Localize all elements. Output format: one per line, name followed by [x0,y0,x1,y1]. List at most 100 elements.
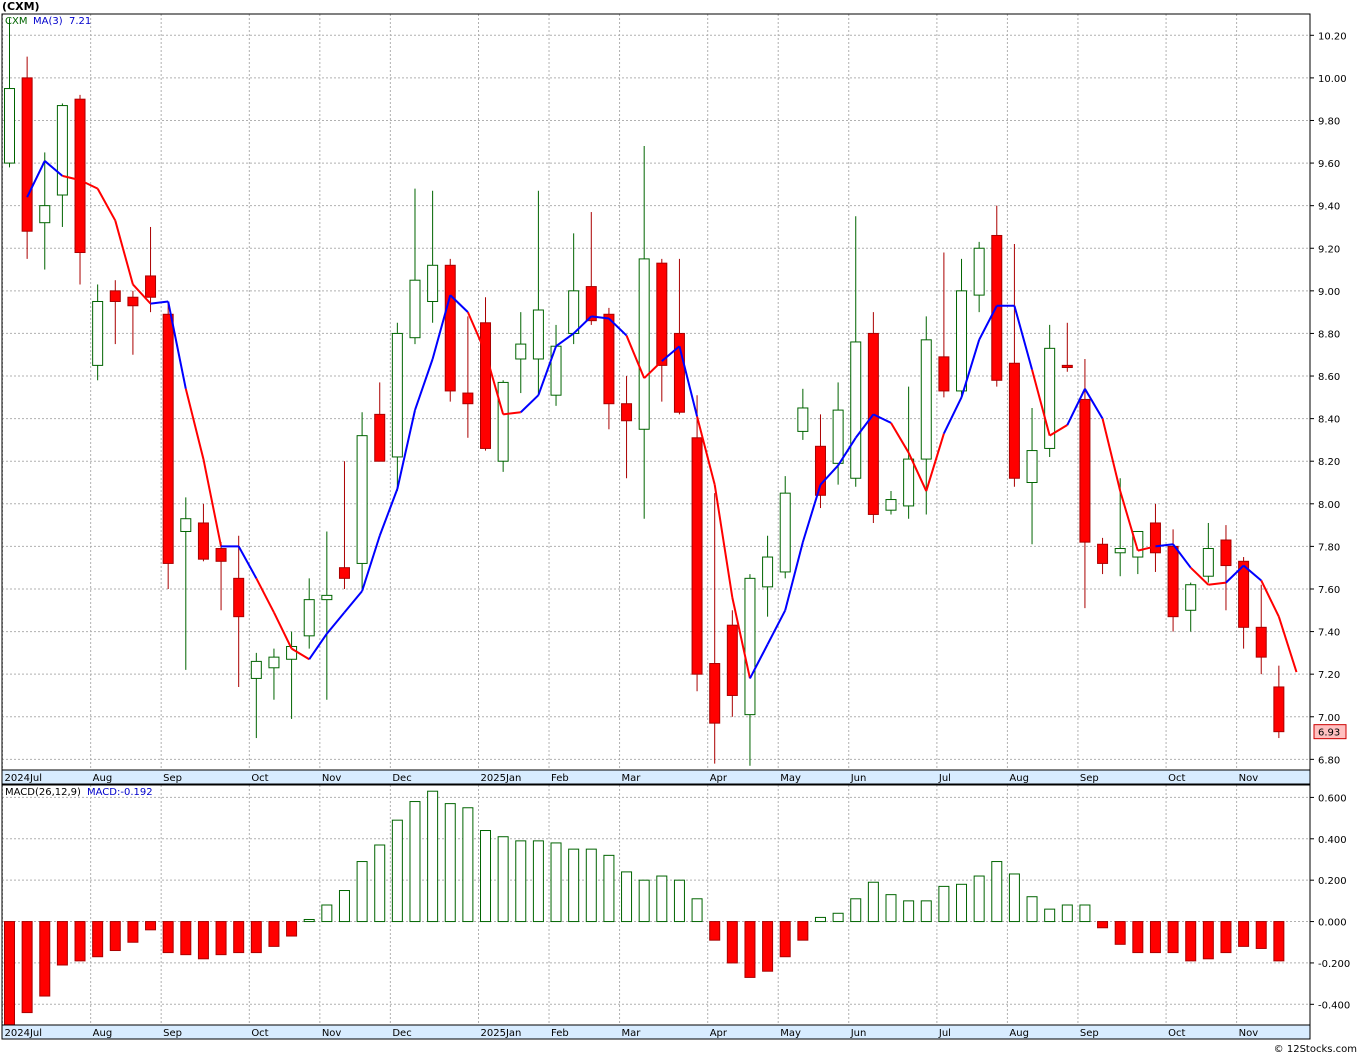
candle [1167,529,1179,632]
ma-segment [1172,543,1192,569]
ma-segment [62,174,81,182]
ma-segment [44,160,64,177]
macd-bar [991,861,1003,923]
ma-segment [255,577,275,613]
month-label: Aug [1009,773,1029,784]
month-label: Oct [1168,773,1185,784]
candle-body [585,286,597,322]
ma-segment [520,394,540,413]
month-label: Mar [622,773,642,784]
month-label: Sep [1080,1028,1099,1039]
candle [814,414,826,509]
candle-body [92,300,104,366]
macd-bar [56,921,68,966]
ma-segment [608,317,628,337]
ma-segment [890,422,910,454]
month-label: Aug [93,773,113,784]
macd-bar [21,921,33,1014]
candle [4,18,15,168]
ma-segment [202,458,223,547]
macd-bar [233,921,245,954]
ma-segment [1190,566,1210,586]
price-tick-label: 7.40 [1318,628,1340,639]
price-tick-label: 7.80 [1318,542,1340,553]
ma-segment [1155,543,1174,548]
macd-bar [973,875,985,923]
candle [444,258,456,402]
candle-body [480,322,492,449]
ma-segment [396,409,416,490]
candle [797,388,809,440]
macd-bar [1273,921,1285,962]
macd-bar [1255,921,1267,949]
macd-date-axis [1,1024,1311,1040]
ma-segment [784,541,804,611]
candle-body [797,407,809,432]
candle-body [4,88,15,164]
candle [762,535,774,617]
candle-body [391,332,403,458]
candle [338,461,350,589]
candle-body [197,522,209,560]
candle-body [74,98,86,254]
macd-bar [374,844,386,923]
month-label: Nov [1239,773,1259,784]
macd-bar [215,921,227,956]
candle [726,610,738,717]
ma-segment [625,335,646,379]
month-label: Nov [1239,1028,1259,1039]
macd-bar [585,848,597,923]
ma-segment [1031,369,1051,436]
macd-bar [691,898,703,923]
ma-segment [749,643,769,679]
ma-segment [1225,564,1245,584]
macd-tick-label: 0.600 [1318,793,1347,804]
ma-segment [925,433,945,492]
macd-bar [497,836,509,923]
candle [1185,582,1197,632]
price-tick-label: 7.60 [1318,585,1340,596]
ma-segment [801,484,822,543]
price-candles [4,18,1285,766]
macd-bar [744,921,756,978]
candle-body [409,279,421,339]
candle-body [1202,548,1214,577]
month-label: Oct [251,773,268,784]
macd-legend: MACD(26,12,9) [5,787,81,798]
macd-bar [1008,873,1020,923]
candle-body [444,264,456,392]
macd-bar [286,921,298,937]
month-label: 2024Jul [5,773,43,784]
candle [585,212,597,325]
candle-body [303,599,315,637]
candle-body [832,409,844,464]
price-tick-label: 9.40 [1318,202,1340,213]
macd-bar [92,921,104,958]
macd-bar [779,921,791,958]
macd-bar [938,885,950,923]
macd-bar [956,883,968,923]
candle [885,491,897,515]
ma-segment [237,545,258,579]
macd-tick-label: -0.400 [1318,1000,1350,1011]
candle [938,252,950,398]
macd-bar [638,879,650,923]
candle [162,301,174,589]
ma-segment [1208,581,1227,586]
candle [1114,478,1126,577]
candle-body [867,332,879,515]
ma-segment [1137,545,1156,552]
ma-segment [1260,580,1280,618]
candle-body [1255,626,1267,658]
macd-bar [409,801,421,923]
axis-labels: 6.80 7.00 7.20 7.40 7.60 7.80 8.00 8.20 8.40 8.60… [5,31,1351,1039]
candle [427,190,439,323]
macd-bar [250,921,262,954]
price-tick-label: 8.80 [1318,329,1340,340]
candle-body [162,313,174,564]
ma-segment [1084,388,1104,420]
candle [74,94,86,285]
ma-segment [1066,388,1086,426]
month-label: Sep [1080,773,1099,784]
macd-bar [109,921,121,952]
